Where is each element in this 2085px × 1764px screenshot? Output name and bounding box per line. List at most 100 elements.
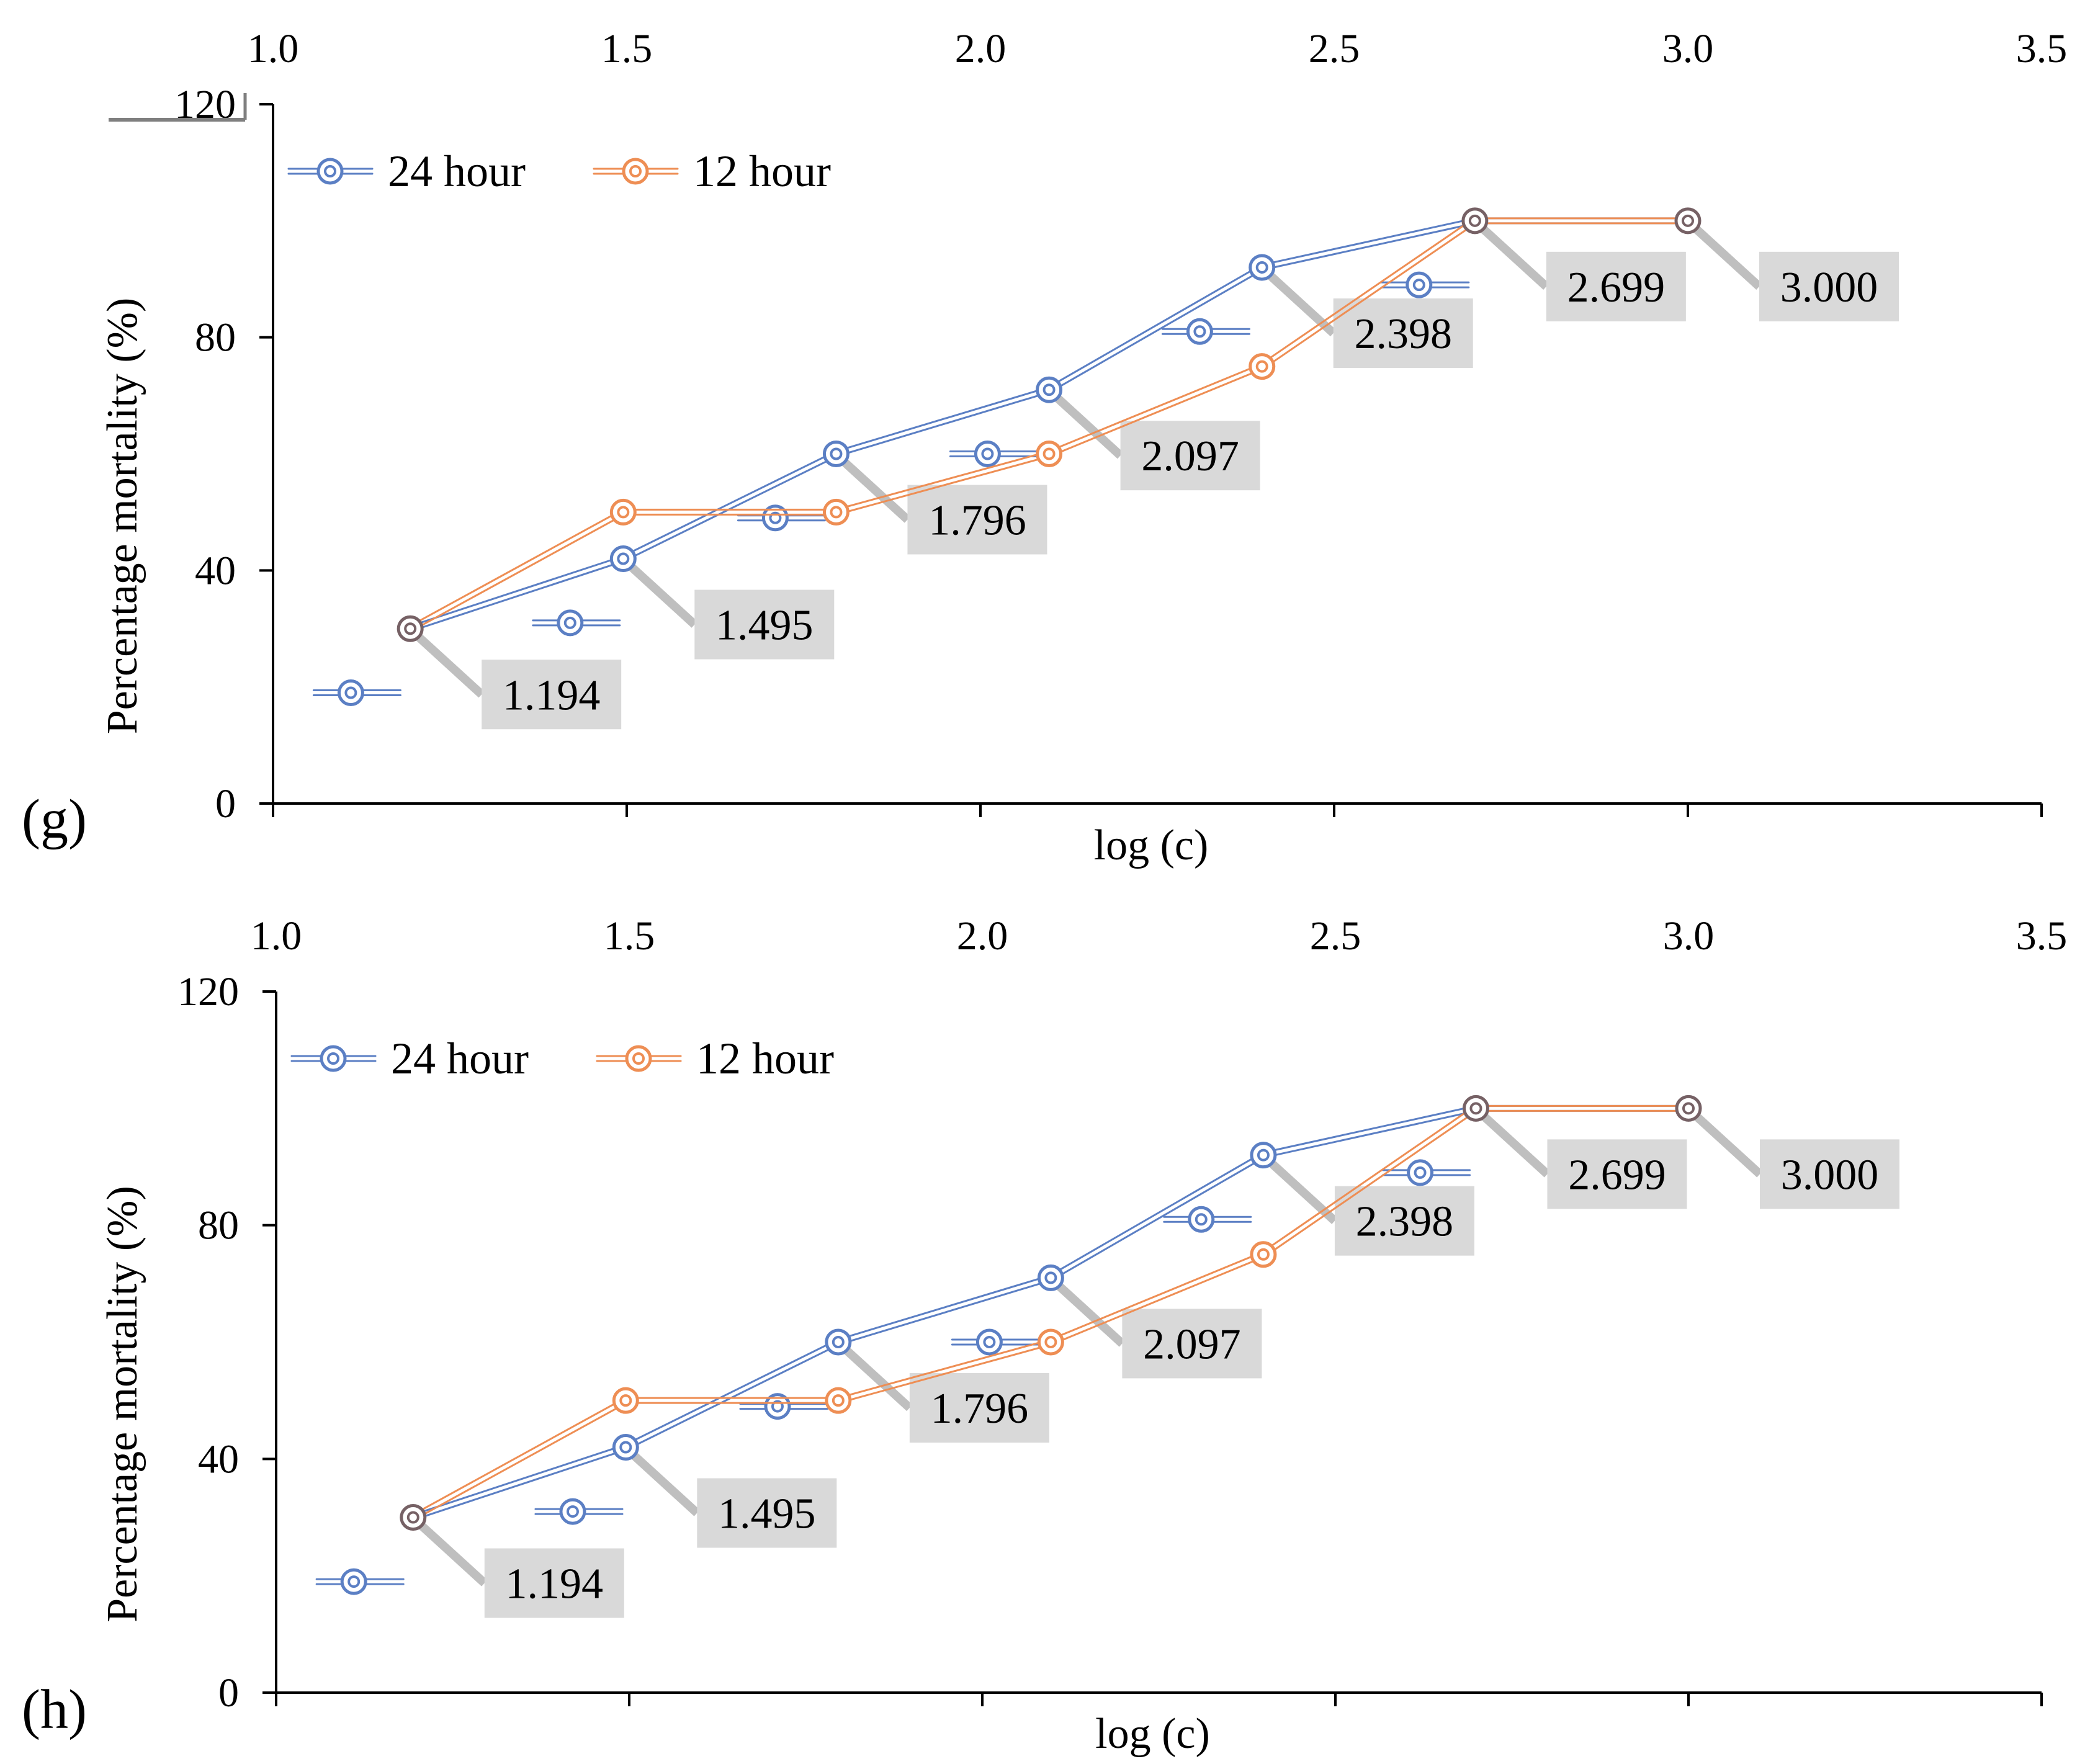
panel-label: (h) bbox=[22, 1679, 87, 1740]
legend-marker bbox=[320, 1045, 347, 1072]
series-24h-point-ring bbox=[1036, 376, 1063, 403]
series-24h-point-core bbox=[832, 1336, 845, 1348]
data-label-box bbox=[1333, 298, 1473, 368]
series-12h-point-core bbox=[404, 622, 417, 635]
series-24h-segment-upper bbox=[1051, 1156, 1266, 1281]
series-12h-segment bbox=[836, 1338, 1052, 1404]
data-label-box bbox=[1122, 1309, 1262, 1379]
series-12h-point-core bbox=[1469, 1102, 1482, 1115]
series-12h-point-ring bbox=[1250, 1241, 1277, 1268]
series-24h-point-ring bbox=[612, 1434, 639, 1461]
data-label-leader bbox=[418, 1521, 488, 1587]
legend-label: 12 hour bbox=[696, 1034, 834, 1083]
data-label: 1.495 bbox=[715, 602, 814, 650]
data-label-leader bbox=[843, 1346, 913, 1412]
data-label: 1.796 bbox=[931, 1385, 1029, 1433]
y-tick-label: 40 bbox=[198, 1436, 239, 1482]
legend-marker-core bbox=[629, 165, 642, 177]
series-24h-point-core bbox=[619, 1441, 632, 1454]
legend-key-stub-marker-ring bbox=[1407, 1159, 1434, 1186]
series-12h-segment bbox=[1474, 217, 1689, 225]
x-tick-label: 3.5 bbox=[2016, 26, 2068, 71]
series-12h-segment bbox=[1047, 363, 1264, 457]
series-24h-segment-lower bbox=[411, 1444, 626, 1516]
legend-marker bbox=[316, 158, 344, 185]
series-12h-segment-upper bbox=[838, 1343, 1052, 1404]
series-12h-point bbox=[400, 1504, 427, 1531]
data-label-leader bbox=[627, 563, 698, 628]
data-label: 2.699 bbox=[1567, 264, 1666, 311]
data-label-leader bbox=[1055, 1282, 1126, 1347]
y-tick-label: 0 bbox=[215, 781, 236, 826]
series-12h-point-ring bbox=[609, 498, 637, 526]
data-label-box bbox=[909, 1373, 1049, 1443]
panel-label: (g) bbox=[22, 789, 87, 850]
data-label: 3.000 bbox=[1781, 1151, 1879, 1199]
data-label: 2.097 bbox=[1143, 1320, 1241, 1368]
data-label-leader bbox=[1480, 1113, 1551, 1178]
legend-key-stub-marker-core bbox=[566, 1505, 579, 1518]
data-label-leader bbox=[1693, 1113, 1763, 1178]
series-12h-point-core bbox=[1682, 1102, 1695, 1115]
series-12h-point-ring bbox=[400, 1504, 427, 1531]
data-label-box bbox=[907, 485, 1047, 555]
series-24h-segment bbox=[1048, 1152, 1266, 1281]
legend-key-stub-marker-ring bbox=[975, 1328, 1003, 1356]
series-12h-point bbox=[1037, 1328, 1064, 1356]
x-tick-label: 1.0 bbox=[251, 913, 302, 959]
series-24h-point bbox=[1036, 376, 1063, 403]
legend-key-stub-marker bbox=[559, 1498, 586, 1525]
series-12h-segment-lower bbox=[1259, 218, 1475, 365]
series-12h-point bbox=[609, 498, 637, 526]
series-24h-point bbox=[609, 545, 637, 573]
legend-key-stub-marker-ring bbox=[1186, 318, 1213, 345]
data-label: 3.000 bbox=[1780, 264, 1878, 311]
legend-key-stub-marker-core bbox=[563, 616, 576, 629]
series-24h-point-core bbox=[617, 552, 630, 565]
series-12h-segment bbox=[834, 450, 1051, 516]
series-12h-segment-upper bbox=[410, 513, 626, 632]
legend-marker bbox=[625, 1045, 652, 1072]
series-24h-segment bbox=[836, 1274, 1053, 1346]
series-12h-point-core bbox=[1255, 360, 1268, 373]
series-24h-point-core bbox=[1042, 383, 1056, 396]
data-label: 1.194 bbox=[503, 671, 601, 719]
series-24h-point-core bbox=[830, 447, 843, 460]
x-tick-label: 3.5 bbox=[2016, 913, 2068, 959]
legend-key-stub-marker-core bbox=[981, 447, 994, 460]
series-12h-segment bbox=[624, 1397, 840, 1404]
legend-key-stub-marker bbox=[557, 609, 584, 637]
series-12h-point-ring bbox=[1037, 1328, 1064, 1356]
series-12h-point-core bbox=[832, 1394, 845, 1407]
legend-marker-ring bbox=[625, 1045, 652, 1072]
series-24h-segment-upper bbox=[1049, 268, 1265, 393]
series-12h-point-core bbox=[1044, 1336, 1057, 1348]
data-label-leader bbox=[840, 458, 911, 523]
series-12h-point-ring bbox=[825, 1387, 852, 1414]
legend-key-stub-marker bbox=[975, 1328, 1003, 1356]
series-12h-point-core bbox=[830, 506, 843, 519]
series-24h-point-ring bbox=[822, 441, 850, 467]
series-24h-segment-lower bbox=[834, 386, 1049, 453]
x-tick-label: 3.0 bbox=[1662, 26, 1714, 71]
series-12h-point-ring bbox=[1462, 1095, 1489, 1122]
series-24h-segment bbox=[1047, 264, 1265, 393]
data-label-box bbox=[1759, 251, 1899, 321]
legend-marker-core bbox=[324, 165, 336, 177]
x-tick-label: 2.0 bbox=[955, 26, 1007, 71]
legend-key-stub-marker bbox=[764, 1393, 791, 1420]
y-tick-label: 80 bbox=[198, 1203, 239, 1248]
series-12h-segment bbox=[1261, 1105, 1479, 1258]
series-12h-point-core bbox=[1468, 214, 1481, 227]
legend-key-stub-marker-ring bbox=[974, 441, 1001, 467]
series-12h-segment-lower bbox=[1047, 363, 1262, 453]
legend-key-stub-marker bbox=[1407, 1159, 1434, 1186]
series-24h-segment-lower bbox=[624, 1338, 838, 1446]
series-24h-point bbox=[822, 441, 850, 467]
series-24h-segment bbox=[408, 555, 626, 632]
data-label: 1.495 bbox=[718, 1490, 816, 1538]
legend-key-stub-marker-core bbox=[1193, 325, 1206, 338]
data-label-box bbox=[1760, 1139, 1899, 1209]
legend-marker-core bbox=[632, 1052, 645, 1065]
x-tick-label: 2.5 bbox=[1309, 26, 1360, 71]
